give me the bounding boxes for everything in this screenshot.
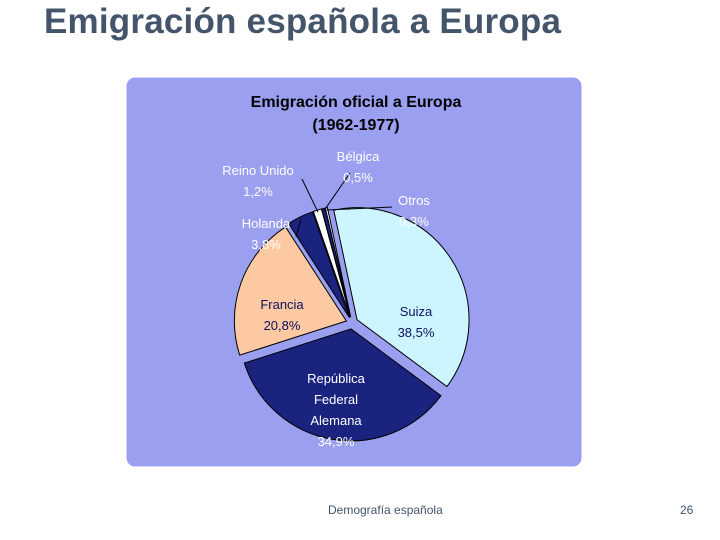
slice-label-republica-federal-alemana: Federal [314, 392, 358, 407]
slice-label-suiza: 38,5% [398, 325, 435, 340]
leader-line-reino-unido [301, 178, 319, 213]
slice-labels: Suiza 38,5% República Federal Alemana 34,9% Fr… [222, 149, 435, 449]
leader-line-belgica [323, 172, 351, 211]
slice-label-reino-unido: 1,2% [243, 184, 273, 199]
slice-label-belgica: 0,5% [343, 170, 373, 185]
chart-title-line2: (1962-1977) [312, 117, 399, 134]
slice-label-francia: 20,8% [264, 318, 301, 333]
pie-slice-holanda [287, 211, 350, 318]
pie-slice-republica-federal-alemana [243, 328, 442, 442]
pie-chart: Emigración oficial a Europa (1962-1977) … [123, 74, 585, 470]
slice-label-republica-federal-alemana: Alemana [310, 413, 362, 428]
slice-label-republica-federal-alemana: 34,9% [318, 434, 355, 449]
leader-line-otros [326, 206, 393, 211]
leader-lines [295, 172, 393, 238]
slice-label-belgica: Bélgica [337, 149, 380, 164]
chart-title-line1: Emigración oficial a Europa [251, 94, 462, 111]
slice-label-holanda: 3,8% [251, 237, 281, 252]
slice-label-holanda: Holanda [242, 216, 291, 231]
page-number: 26 [680, 503, 694, 517]
slice-label-otros: Otros [398, 193, 430, 208]
slice-label-reino-unido: Reino Unido [222, 163, 294, 178]
chart-panel: Emigración oficial a Europa (1962-1977) … [122, 73, 586, 471]
slice-label-republica-federal-alemana: República [307, 371, 366, 386]
slice-label-suiza: Suiza [400, 304, 433, 319]
slide-title: Emigración española a Europa [44, 2, 562, 41]
slice-label-otros: 0,3% [399, 214, 429, 229]
pie-slices [233, 206, 470, 442]
pie-slice-francia [233, 226, 348, 356]
leader-line-holanda [295, 218, 302, 238]
footer-text: Demografía española [328, 503, 443, 517]
slice-label-francia: Francia [260, 297, 304, 312]
